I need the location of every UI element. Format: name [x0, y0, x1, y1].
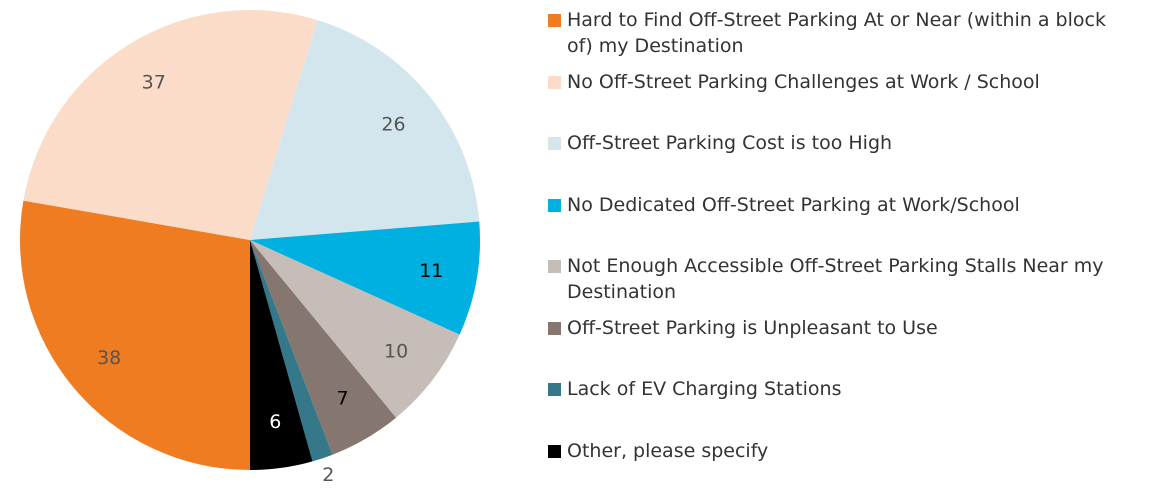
- data-label: 10: [384, 340, 408, 362]
- legend-item: No Off-Street Parking Challenges at Work…: [548, 69, 1128, 95]
- data-label: 7: [337, 387, 349, 409]
- legend-swatch: [548, 198, 561, 212]
- data-label: 38: [97, 347, 121, 369]
- legend-swatch: [548, 137, 561, 150]
- data-label: 2: [322, 464, 334, 486]
- pie-slice: [23, 10, 318, 241]
- data-label: 6: [269, 411, 281, 433]
- legend-label: No Dedicated Off-Street Parking at Work/…: [567, 193, 1020, 216]
- pie-slice: [250, 240, 397, 455]
- data-label: 37: [142, 72, 166, 94]
- legend-item: Off-Street Parking is Unpleasant to Use: [548, 315, 1128, 341]
- legend-swatch: [548, 75, 561, 89]
- legend-item: Other, please specify: [548, 438, 1128, 464]
- legend-item: No Dedicated Off-Street Parking at Work/…: [548, 192, 1128, 218]
- pie-slice: [250, 240, 460, 418]
- legend-item: Not Enough Accessible Off-Street Parking…: [548, 253, 1128, 305]
- legend-item: Off-Street Parking Cost is too High: [548, 130, 1128, 156]
- legend-swatch: [548, 444, 561, 458]
- legend-label: Other, please specify: [567, 439, 769, 462]
- legend-swatch: [548, 14, 561, 27]
- legend-swatch: [548, 321, 561, 335]
- legend-item: Hard to Find Off-Street Parking At or Ne…: [548, 7, 1128, 59]
- legend-label: Lack of EV Charging Stations: [567, 378, 842, 400]
- pie-slice: [250, 221, 480, 335]
- legend-label: Off-Street Parking Cost is too High: [567, 132, 893, 154]
- legend-swatch: [548, 260, 561, 273]
- pie-slice: [19, 200, 251, 470]
- legend-label: Off-Street Parking is Unpleasant to Use: [567, 316, 938, 339]
- data-label: 26: [381, 113, 405, 135]
- data-label: 11: [419, 260, 443, 282]
- pie-slice: [250, 240, 313, 470]
- legend-swatch: [548, 383, 561, 396]
- legend-label: No Off-Street Parking Challenges at Work…: [567, 70, 1040, 93]
- pie-slice: [250, 20, 480, 240]
- legend-label: Hard to Find Off-Street Parking At or Ne…: [567, 9, 1106, 57]
- legend-label: Not Enough Accessible Off-Street Parking…: [567, 255, 1104, 303]
- legend-item: Lack of EV Charging Stations: [548, 376, 1128, 402]
- pie-slice: [250, 240, 333, 462]
